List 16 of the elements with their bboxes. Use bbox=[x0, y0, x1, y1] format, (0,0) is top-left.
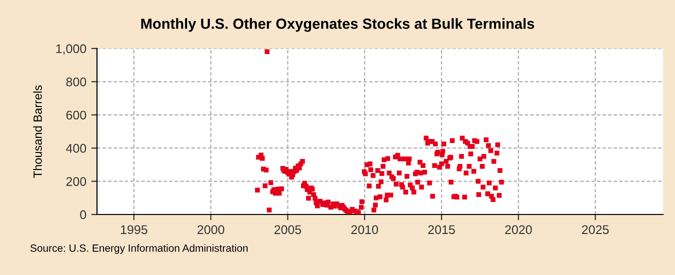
y-tick-label: 600 bbox=[66, 110, 86, 120]
x-tick-label: 2005 bbox=[274, 225, 302, 234]
x-tick-label: 1995 bbox=[120, 225, 148, 234]
x-tick-label: 2020 bbox=[505, 225, 532, 234]
source-note: Source: U.S. Energy Information Administration bbox=[30, 244, 248, 254]
y-tick-label: 800 bbox=[66, 78, 86, 86]
y-tick-label: 400 bbox=[66, 144, 86, 153]
y-tick-label: 1,000 bbox=[56, 44, 86, 55]
x-tick-label: 2025 bbox=[582, 225, 609, 234]
x-tick-label: 2010 bbox=[351, 225, 378, 234]
chart-title: Monthly U.S. Other Oxygenates Stocks at Bulk Terminals bbox=[141, 18, 534, 32]
y-tick-label: 0 bbox=[80, 210, 86, 220]
x-tick-label: 2000 bbox=[198, 225, 224, 234]
x-tick-label: 2015 bbox=[428, 225, 455, 234]
y-axis-title: Thousand Barrels bbox=[33, 85, 42, 178]
y-tick-label: 200 bbox=[66, 177, 86, 186]
